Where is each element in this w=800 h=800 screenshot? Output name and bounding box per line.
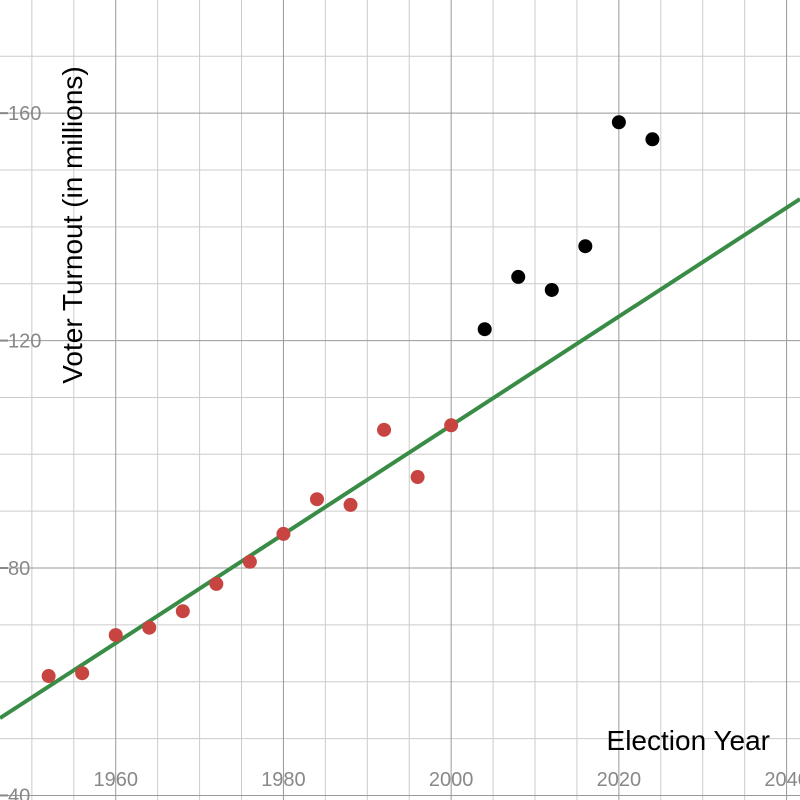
point (276, 526, 291, 541)
point (108, 628, 123, 643)
point (611, 115, 626, 130)
y-tick-label: 40 (8, 785, 30, 800)
point (578, 239, 593, 254)
point (511, 269, 526, 284)
y-tick-label: 120 (8, 331, 41, 353)
x-tick-label: 2000 (429, 769, 474, 791)
x-axis-label: Election Year (607, 725, 770, 756)
point (377, 422, 392, 437)
x-tick-label: 1980 (261, 769, 306, 791)
point (410, 470, 425, 485)
point (309, 492, 324, 507)
y-tick-label: 160 (8, 103, 41, 125)
y-axis-label: Voter Turnout (in millions) (57, 66, 88, 383)
point (343, 497, 358, 512)
y-tick-label: 80 (8, 558, 30, 580)
point (544, 282, 559, 297)
point (175, 604, 190, 619)
point (242, 554, 257, 569)
point (41, 669, 56, 684)
x-tick-label: 2040 (764, 769, 800, 791)
x-tick-label: 2020 (597, 769, 642, 791)
point (477, 322, 492, 337)
point (444, 418, 459, 433)
trend-line (0, 197, 800, 720)
point (142, 620, 157, 635)
point (75, 666, 90, 681)
x-tick-label: 1960 (93, 769, 138, 791)
point (645, 132, 660, 147)
point (209, 576, 224, 591)
